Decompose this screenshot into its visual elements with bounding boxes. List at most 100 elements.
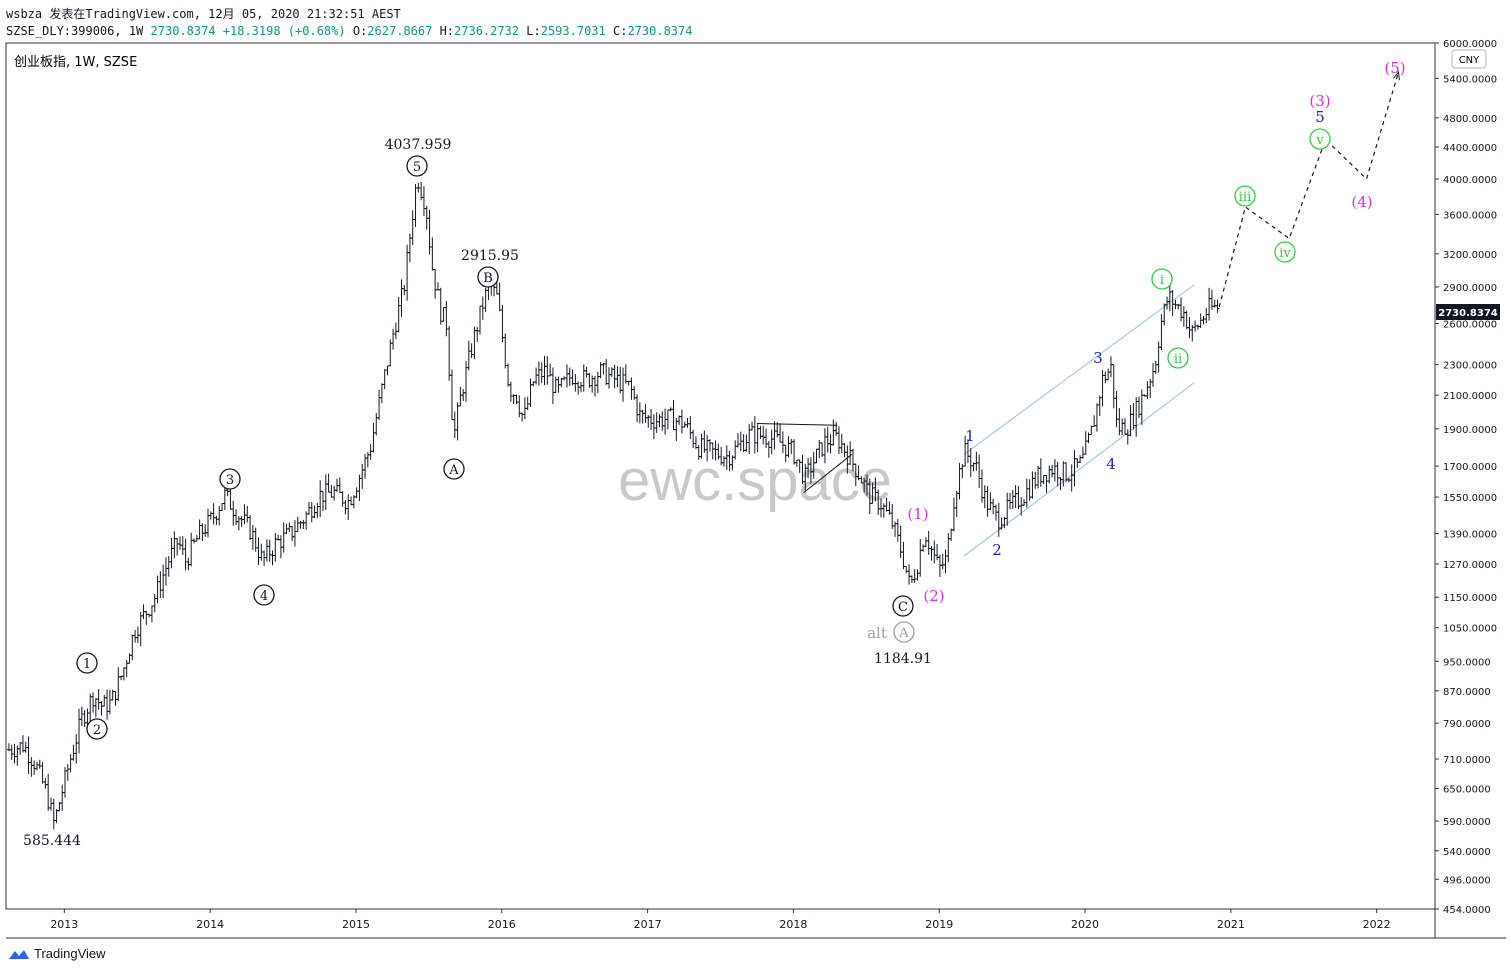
y-tick-label: 1550.0000 [1443, 493, 1497, 504]
footer-brand-text: TradingView [34, 946, 106, 961]
x-tick-label: 2018 [779, 918, 807, 931]
x-tick-label: 2019 [925, 918, 953, 931]
price-badge: 2730.8374 [1438, 308, 1498, 319]
wave-circle-a: A [448, 463, 459, 478]
x-tick-label: 2021 [1217, 918, 1245, 931]
y-tick-label: 1050.0000 [1443, 624, 1497, 635]
y-tick-label: 454.0000 [1443, 905, 1491, 916]
wave-circle-a-circle [443, 458, 465, 480]
legend-title: 创业板指, 1W, SZSE [14, 55, 137, 70]
high-label: H: [439, 24, 455, 38]
channel-upper-line [963, 284, 1195, 455]
y-tick-label: 650.0000 [1443, 785, 1491, 796]
y-tick-label: 1700.0000 [1443, 462, 1497, 473]
y-tick-label: 496.0000 [1443, 875, 1491, 886]
magenta-label-3: (3) [1309, 92, 1330, 110]
y-tick-label: 2300.0000 [1443, 361, 1497, 372]
green-label-v-circle [1309, 128, 1331, 150]
x-tick-label: 2015 [342, 918, 370, 931]
magenta-label-4: (4) [1351, 193, 1372, 211]
y-axis-ticks: 6000.0000 5400.0000 4800.0000 4400.0000 4000… [1435, 39, 1497, 916]
y-tick-label: 1150.0000 [1443, 593, 1497, 604]
alt-label: alt [867, 624, 887, 642]
green-label-i-circle [1151, 268, 1173, 290]
blue-label-1: 1 [965, 427, 975, 445]
close-value: 2730.8374 [627, 24, 693, 38]
alt-circle-a-circle [893, 621, 915, 643]
x-axis-ticks: 2013 2014 2015 2016 2017 2018 2019 2020 2021 2022 [50, 909, 1391, 931]
currency-box[interactable] [1451, 49, 1487, 69]
y-tick-label: 4800.0000 [1443, 114, 1497, 125]
footer-brand[interactable]: TradingView [8, 946, 106, 961]
y-tick-label: 4000.0000 [1443, 175, 1497, 186]
x-tick-label: 2016 [488, 918, 516, 931]
price-badge-bg [1436, 304, 1500, 320]
low-value-585: 585.444 [23, 833, 81, 849]
y-tick-label: 540.0000 [1443, 847, 1491, 858]
y-tick-label: 2100.0000 [1443, 391, 1497, 402]
wave-circle-b-circle [477, 266, 499, 288]
y-tick-label: 710.0000 [1443, 755, 1491, 766]
low-value-1184: 1184.91 [874, 651, 932, 667]
x-tick-label: 2014 [196, 918, 224, 931]
open-label: O: [352, 24, 368, 38]
green-label-ii-circle [1167, 347, 1189, 369]
high-value: 2736.2732 [454, 24, 520, 38]
triangle-upper-line [756, 423, 838, 426]
channel-lower-line [963, 382, 1195, 557]
high-value-4037: 4037.959 [385, 137, 452, 153]
low-label: L: [526, 24, 541, 38]
watermark: ewc.space [618, 448, 892, 513]
wave-circle-1: 1 [83, 657, 91, 672]
wave-channel [756, 284, 1195, 557]
y-tick-label: 790.0000 [1443, 719, 1491, 730]
ohlc-row: SZSE_DLY:399006, 1W 2730.8374 +18.3198 (… [6, 24, 692, 38]
wave-circle-2-circle [86, 718, 108, 740]
currency-label: CNY [1459, 55, 1480, 66]
green-label-iv-circle [1274, 241, 1296, 263]
magenta-label-1: (1) [907, 505, 928, 523]
close-label: C: [613, 24, 628, 38]
tradingview-logo-icon [9, 949, 29, 959]
high-value-2915: 2915.95 [461, 248, 519, 264]
projection-path [1218, 70, 1400, 308]
x-tick-label: 2022 [1363, 918, 1391, 931]
projection-arrowhead [1393, 70, 1400, 81]
green-label-iv: iv [1279, 246, 1291, 261]
wave-circle-1-circle [76, 652, 98, 674]
y-tick-label: 1270.0000 [1443, 560, 1497, 571]
green-label-i: i [1160, 273, 1164, 288]
wave-circle-c-circle [892, 595, 914, 617]
low-value: 2593.7031 [540, 24, 606, 38]
blue-label-3: 3 [1093, 349, 1103, 367]
y-tick-label: 950.0000 [1443, 657, 1491, 668]
price-bars [6, 181, 1220, 830]
wave-circle-b: B [483, 271, 493, 286]
x-tick-label: 2017 [634, 918, 662, 931]
y-tick-label: 1390.0000 [1443, 530, 1497, 541]
y-tick-label: 3200.0000 [1443, 250, 1497, 261]
y-tick-label: 2900.0000 [1443, 283, 1497, 294]
blue-label-2: 2 [992, 541, 1002, 559]
wave-circle-c: C [898, 600, 908, 615]
wave-circle-3: 3 [226, 473, 234, 488]
y-tick-label: 590.0000 [1443, 817, 1491, 828]
y-tick-label: 4400.0000 [1443, 143, 1497, 154]
symbol-label: SZSE_DLY:399006, 1W [6, 24, 144, 38]
wave-circle-4: 4 [260, 589, 268, 604]
green-label-ii: ii [1174, 352, 1182, 367]
blue-label-4: 4 [1106, 455, 1116, 473]
wave-labels: 12345ABCAalt585.4444037.9592915.951184.9… [23, 59, 1406, 849]
last-price: 2730.8374 [150, 24, 216, 38]
green-label-iii: iii [1239, 190, 1251, 205]
green-label-v: v [1315, 133, 1324, 148]
wave-circle-4-circle [253, 584, 275, 606]
alt-circle-a: A [898, 626, 909, 641]
y-tick-label: 870.0000 [1443, 687, 1491, 698]
open-value: 2627.8667 [367, 24, 433, 38]
y-tick-label: 5400.0000 [1443, 74, 1497, 85]
wave-circle-3-circle [219, 468, 241, 490]
publish-info: wsbza 发表在TradingView.com, 12月 05, 2020 2… [6, 7, 401, 21]
triangle-lower-line [803, 454, 853, 494]
